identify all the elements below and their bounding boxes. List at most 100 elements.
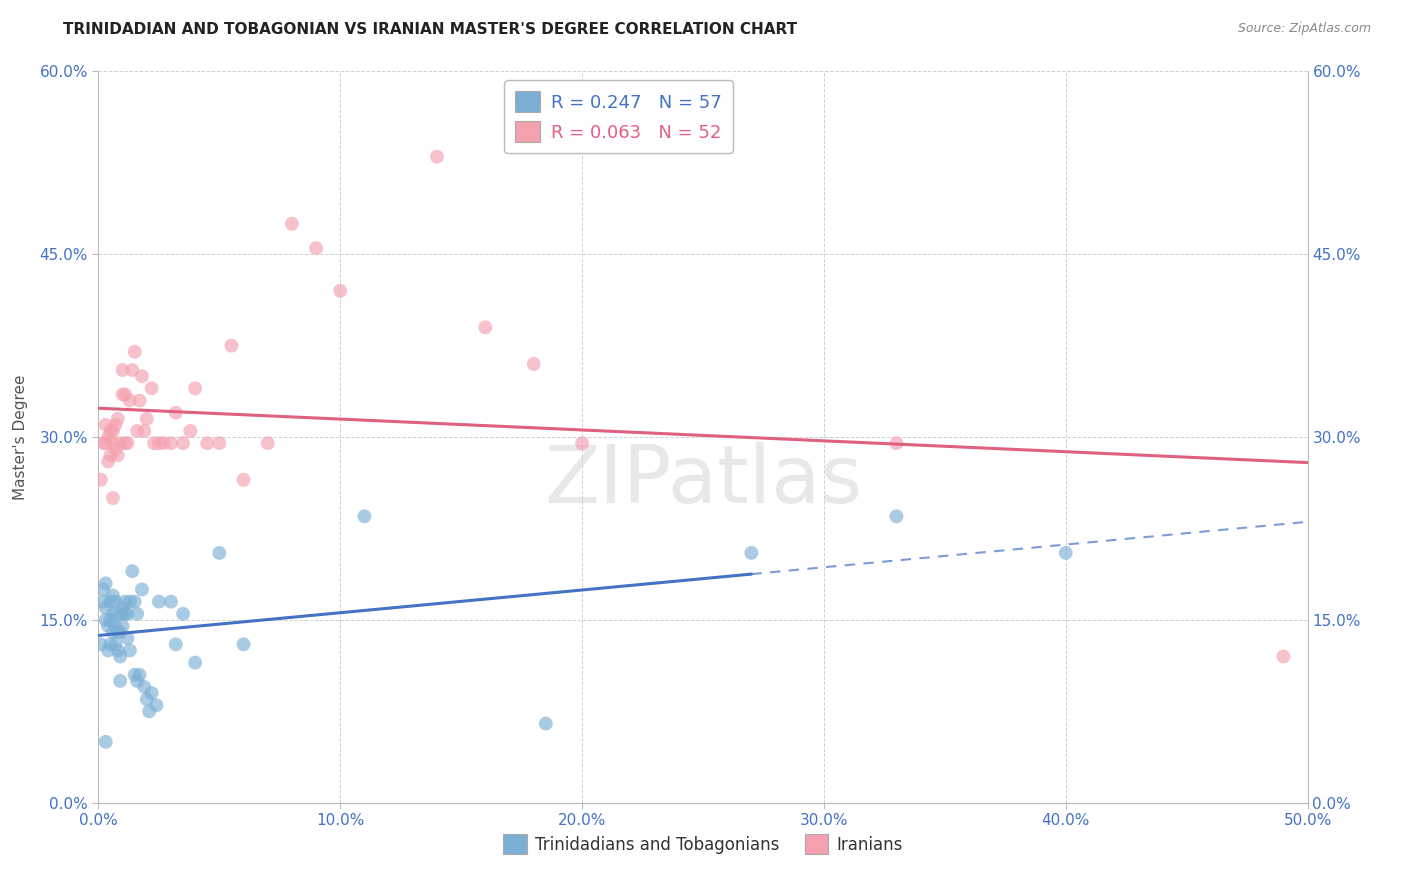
- Point: [184, 656, 207, 670]
- Point: [101, 424, 124, 438]
- Point: [135, 692, 157, 706]
- Legend: Trinidadians and Tobagonians, Iranians: Trinidadians and Tobagonians, Iranians: [496, 828, 910, 860]
- Point: [534, 716, 557, 731]
- Point: [100, 637, 122, 651]
- Point: [148, 436, 170, 450]
- Point: [97, 643, 120, 657]
- Point: [128, 393, 150, 408]
- Point: [101, 491, 124, 505]
- Point: [160, 436, 183, 450]
- Point: [131, 369, 153, 384]
- Point: [179, 424, 201, 438]
- Point: [97, 454, 120, 468]
- Point: [165, 637, 187, 651]
- Point: [117, 436, 139, 450]
- Point: [94, 436, 117, 450]
- Point: [111, 363, 134, 377]
- Point: [1054, 546, 1077, 560]
- Point: [124, 344, 146, 359]
- Point: [172, 607, 194, 621]
- Point: [121, 363, 143, 377]
- Point: [104, 442, 127, 457]
- Point: [94, 735, 117, 749]
- Point: [108, 649, 131, 664]
- Point: [90, 473, 112, 487]
- Point: [571, 436, 593, 450]
- Point: [104, 417, 127, 432]
- Point: [124, 667, 146, 681]
- Point: [97, 619, 120, 633]
- Point: [305, 241, 328, 255]
- Y-axis label: Master's Degree: Master's Degree: [14, 375, 28, 500]
- Point: [148, 594, 170, 608]
- Point: [232, 637, 254, 651]
- Text: Source: ZipAtlas.com: Source: ZipAtlas.com: [1237, 22, 1371, 36]
- Point: [886, 509, 908, 524]
- Point: [94, 613, 117, 627]
- Point: [97, 430, 120, 444]
- Text: ZIPatlas: ZIPatlas: [544, 442, 862, 520]
- Point: [353, 509, 375, 524]
- Point: [101, 436, 124, 450]
- Point: [118, 393, 141, 408]
- Point: [121, 564, 143, 578]
- Point: [523, 357, 546, 371]
- Point: [111, 619, 134, 633]
- Point: [94, 576, 117, 591]
- Point: [221, 338, 243, 352]
- Point: [108, 436, 131, 450]
- Point: [127, 673, 149, 688]
- Point: [740, 546, 762, 560]
- Point: [127, 607, 149, 621]
- Point: [111, 387, 134, 401]
- Point: [134, 424, 156, 438]
- Point: [232, 473, 254, 487]
- Point: [128, 667, 150, 681]
- Point: [107, 607, 129, 621]
- Point: [426, 150, 449, 164]
- Point: [281, 217, 304, 231]
- Point: [1272, 649, 1295, 664]
- Point: [94, 600, 117, 615]
- Point: [329, 284, 352, 298]
- Point: [111, 600, 134, 615]
- Point: [107, 643, 129, 657]
- Point: [184, 381, 207, 395]
- Point: [256, 436, 278, 450]
- Point: [101, 589, 124, 603]
- Point: [107, 412, 129, 426]
- Point: [90, 637, 112, 651]
- Point: [111, 607, 134, 621]
- Point: [160, 594, 183, 608]
- Point: [91, 594, 114, 608]
- Point: [100, 424, 122, 438]
- Point: [100, 448, 122, 462]
- Point: [117, 632, 139, 646]
- Point: [141, 381, 163, 395]
- Point: [165, 406, 187, 420]
- Point: [135, 412, 157, 426]
- Point: [100, 594, 122, 608]
- Point: [131, 582, 153, 597]
- Point: [91, 582, 114, 597]
- Point: [101, 607, 124, 621]
- Point: [100, 613, 122, 627]
- Point: [141, 686, 163, 700]
- Point: [91, 436, 114, 450]
- Point: [107, 625, 129, 640]
- Point: [107, 448, 129, 462]
- Point: [104, 637, 127, 651]
- Point: [138, 705, 160, 719]
- Point: [101, 625, 124, 640]
- Point: [104, 594, 127, 608]
- Point: [143, 436, 166, 450]
- Point: [152, 436, 174, 450]
- Point: [134, 680, 156, 694]
- Point: [117, 607, 139, 621]
- Point: [118, 594, 141, 608]
- Point: [127, 424, 149, 438]
- Point: [114, 594, 136, 608]
- Point: [118, 643, 141, 657]
- Point: [208, 436, 231, 450]
- Point: [172, 436, 194, 450]
